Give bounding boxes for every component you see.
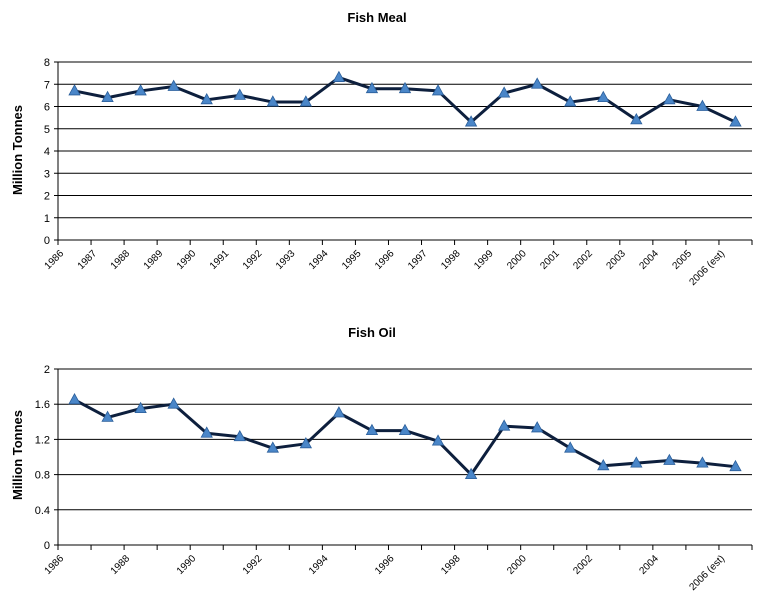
x-tick-label: 2005	[671, 248, 695, 272]
data-point-1987	[101, 90, 114, 102]
data-point-1991	[233, 429, 246, 442]
x-tick-label: 1993	[274, 248, 298, 272]
fish-meal-chart: Fish Meal Million Tonnes 0 1 2 3 4 5 6 7 8 1986 1…	[10, 10, 753, 288]
x-tick-label: 2006 (est)	[687, 553, 727, 593]
data-point-2003	[630, 456, 643, 468]
x-tick-label: 1995	[340, 248, 364, 272]
x-tick-label: 1988	[109, 553, 133, 577]
data-point-1998	[464, 467, 478, 480]
y-tick-label: 3	[44, 168, 50, 180]
data-point-1987	[101, 410, 114, 422]
y-axis-label: Million Tonnes	[10, 105, 25, 195]
y-tick-label: 1.6	[35, 399, 50, 411]
data-point-1988	[134, 84, 147, 96]
chart-title: Fish Oil	[348, 325, 396, 340]
data-point-1988	[134, 401, 147, 414]
y-tick-label: 2	[44, 191, 50, 203]
data-point-1996	[398, 81, 412, 94]
data-point-2002	[597, 90, 610, 102]
data-point-1992	[266, 441, 279, 453]
data-point-2001	[564, 95, 577, 107]
data-point-1991	[233, 88, 246, 100]
data-point-2000	[531, 77, 544, 89]
data-point-1992	[266, 95, 279, 107]
x-tick-label: 1986	[43, 248, 67, 272]
data-point-2000	[531, 421, 544, 433]
y-tick-label: 4	[44, 146, 50, 158]
data-point-1998	[464, 115, 478, 127]
data-point-2005	[696, 456, 709, 468]
y-tick-label: 0	[44, 540, 50, 552]
y-tick-label: 0.8	[35, 470, 50, 482]
x-tick-label: 1991	[208, 248, 232, 272]
x-tick-label: 1994	[307, 248, 331, 272]
x-tick-label: 1990	[175, 248, 199, 272]
data-point-2004	[663, 92, 676, 105]
data-point-1993	[299, 436, 313, 449]
x-tick-label: 2004	[637, 248, 661, 272]
x-tick-label: 1996	[373, 248, 397, 272]
data-point-1990	[200, 426, 213, 438]
chart-title: Fish Meal	[347, 10, 406, 25]
x-tick-label: 2002	[571, 553, 595, 577]
y-tick-label: 0	[44, 235, 50, 247]
x-tick-label: 1986	[43, 553, 67, 577]
data-point-2003	[630, 113, 643, 125]
data-point-1989	[167, 79, 180, 91]
x-tick-label: 1998	[439, 248, 463, 272]
x-tick-label: 1997	[406, 248, 430, 272]
y-tick-label: 5	[44, 124, 50, 136]
y-axis-label: Million Tonnes	[10, 410, 25, 500]
y-tick-label: 8	[44, 57, 50, 69]
x-tick-label: 1990	[175, 553, 199, 577]
data-point-2005	[696, 99, 709, 111]
data-point-1995	[365, 81, 379, 94]
y-tick-label: 6	[44, 102, 50, 114]
x-tick-label: 2000	[505, 248, 529, 272]
y-tick-label: 7	[44, 79, 50, 91]
data-point-1990	[200, 92, 213, 105]
x-tick-label: 2003	[604, 248, 628, 272]
data-point-2006-est	[729, 115, 742, 127]
data-point-1997	[431, 434, 445, 446]
x-tick-label: 2001	[538, 248, 562, 272]
x-tick-label: 1998	[439, 553, 463, 577]
data-point-1995	[365, 423, 379, 436]
data-point-1986	[68, 84, 81, 96]
x-tick-label: 1989	[142, 248, 166, 272]
y-tick-label: 1	[44, 213, 50, 225]
x-tick-label: 1992	[241, 248, 265, 272]
y-tick-label: 0.4	[35, 505, 50, 517]
x-tick-label: 2002	[571, 248, 595, 272]
data-point-1994	[332, 70, 346, 82]
x-tick-label: 1987	[76, 248, 100, 272]
data-point-1996	[398, 423, 412, 436]
data-point-1986	[68, 392, 81, 405]
x-tick-label: 2006 (est)	[687, 248, 727, 288]
x-tick-label: 1994	[307, 553, 331, 577]
data-point-1997	[431, 84, 445, 96]
data-point-2004	[663, 453, 676, 465]
y-tick-label: 1.2	[35, 434, 50, 446]
x-tick-label: 1988	[109, 248, 133, 272]
x-tick-label: 2004	[637, 553, 661, 577]
data-point-1994	[332, 406, 346, 418]
data-point-1999	[497, 86, 511, 98]
x-tick-label: 1992	[241, 553, 265, 577]
data-point-1993	[299, 95, 313, 107]
x-tick-label: 2000	[505, 553, 529, 577]
x-tick-label: 1999	[472, 248, 496, 272]
data-point-2001	[564, 441, 577, 453]
data-point-2006-est	[729, 459, 742, 472]
fish-oil-chart: Fish Oil Million Tonnes 0 0.4 0.8 1.2 1.6 2 1…	[10, 325, 753, 593]
y-tick-label: 2	[44, 364, 50, 376]
data-point-1989	[167, 397, 180, 409]
x-tick-label: 1996	[373, 553, 397, 577]
data-point-1999	[497, 419, 511, 431]
data-point-2002	[597, 458, 610, 471]
